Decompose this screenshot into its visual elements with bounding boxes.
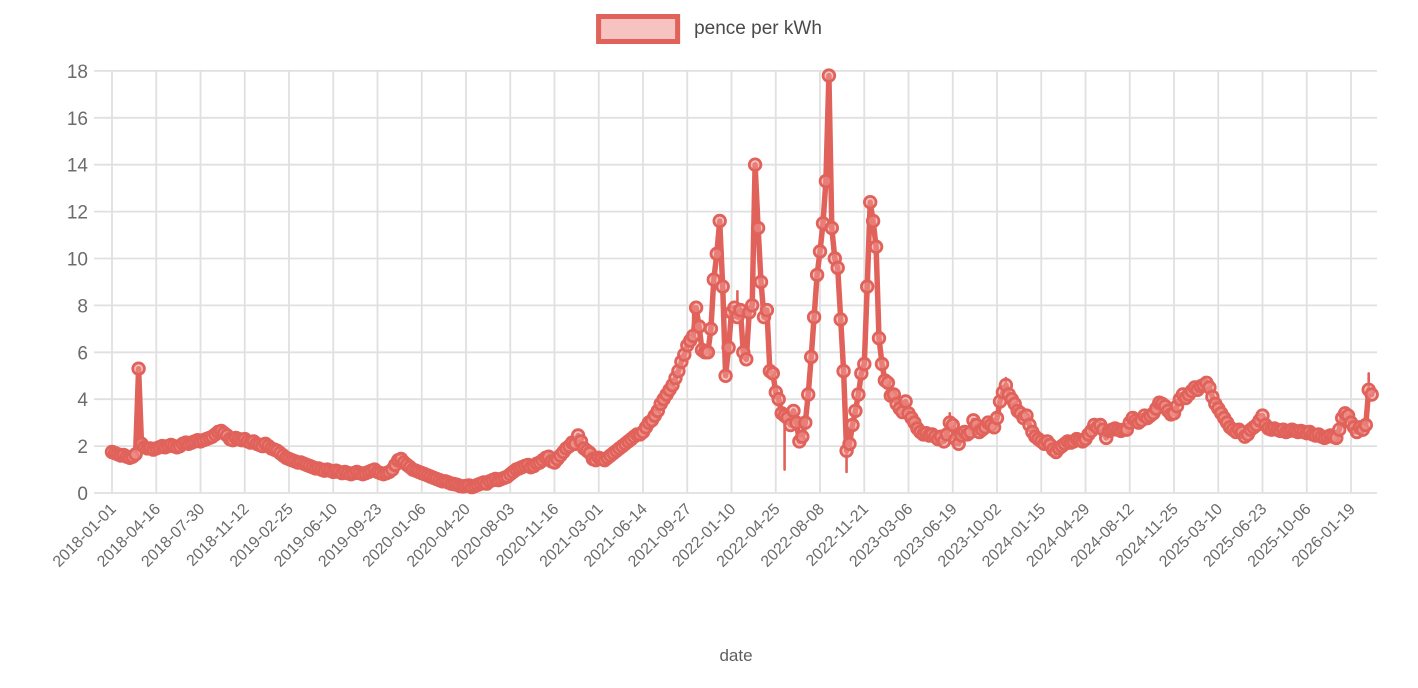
data-point[interactable] (688, 300, 704, 315)
data-point[interactable] (830, 260, 845, 276)
data-point[interactable] (798, 415, 813, 430)
data-point[interactable] (747, 157, 763, 172)
data-point[interactable] (795, 429, 810, 444)
data-point[interactable] (945, 417, 961, 433)
data-point[interactable] (706, 272, 722, 287)
data-point[interactable] (845, 417, 860, 433)
data-point[interactable] (851, 387, 866, 402)
legend-label: pence per kWh (694, 18, 822, 39)
data-point[interactable] (806, 309, 822, 325)
data-point[interactable] (874, 356, 890, 372)
data-point[interactable] (821, 68, 837, 83)
y-tick-label: 4 (77, 390, 88, 411)
data-point[interactable] (818, 173, 834, 189)
data-point[interactable] (860, 279, 875, 294)
data-point[interactable] (786, 403, 801, 419)
y-tick-label: 16 (67, 109, 88, 130)
data-point[interactable] (801, 387, 816, 402)
data-point[interactable] (833, 312, 848, 327)
data-point[interactable] (753, 274, 769, 290)
y-tick-label: 12 (67, 203, 88, 224)
data-point[interactable] (865, 213, 881, 229)
data-point[interactable] (836, 363, 851, 379)
data-point[interactable] (809, 267, 825, 283)
data-point[interactable] (771, 392, 786, 407)
data-point[interactable] (1331, 422, 1347, 437)
data-point[interactable] (745, 298, 760, 313)
data-point[interactable] (842, 436, 857, 452)
data-point[interactable] (691, 319, 707, 334)
data-point[interactable] (804, 349, 819, 365)
data-point[interactable] (703, 321, 719, 337)
data-point[interactable] (718, 368, 733, 384)
data-point[interactable] (989, 410, 1005, 426)
data-point[interactable] (131, 361, 146, 376)
y-tick-label: 14 (67, 156, 89, 177)
y-tick-label: 8 (77, 296, 88, 317)
data-point[interactable] (700, 345, 716, 360)
data-point[interactable] (824, 220, 840, 236)
data-point[interactable] (1358, 417, 1374, 433)
data-point[interactable] (863, 194, 878, 210)
y-tick-label: 0 (77, 484, 88, 505)
data-point[interactable] (709, 246, 725, 262)
data-point[interactable] (898, 394, 913, 409)
price-line (109, 72, 1375, 490)
data-point[interactable] (739, 352, 754, 367)
data-point[interactable] (868, 239, 884, 255)
data-point[interactable] (765, 366, 781, 381)
data-point[interactable] (848, 403, 863, 419)
data-point[interactable] (1364, 387, 1379, 402)
y-tick-label: 2 (77, 437, 88, 458)
x-axis-title: date (719, 646, 753, 665)
data-point[interactable] (750, 220, 766, 236)
data-point[interactable] (812, 244, 828, 259)
data-point[interactable] (871, 331, 887, 346)
y-tick-label: 18 (67, 62, 88, 83)
legend-swatch (596, 14, 681, 44)
data-point[interactable] (721, 340, 736, 355)
data-point[interactable] (880, 375, 896, 391)
data-point[interactable] (759, 302, 775, 318)
data-point[interactable] (857, 356, 872, 372)
y-tick-label: 10 (67, 250, 88, 271)
y-tick-label: 6 (77, 343, 88, 364)
legend[interactable]: pence per kWh (596, 14, 822, 44)
data-point[interactable] (715, 279, 730, 294)
data-point[interactable] (712, 213, 727, 229)
